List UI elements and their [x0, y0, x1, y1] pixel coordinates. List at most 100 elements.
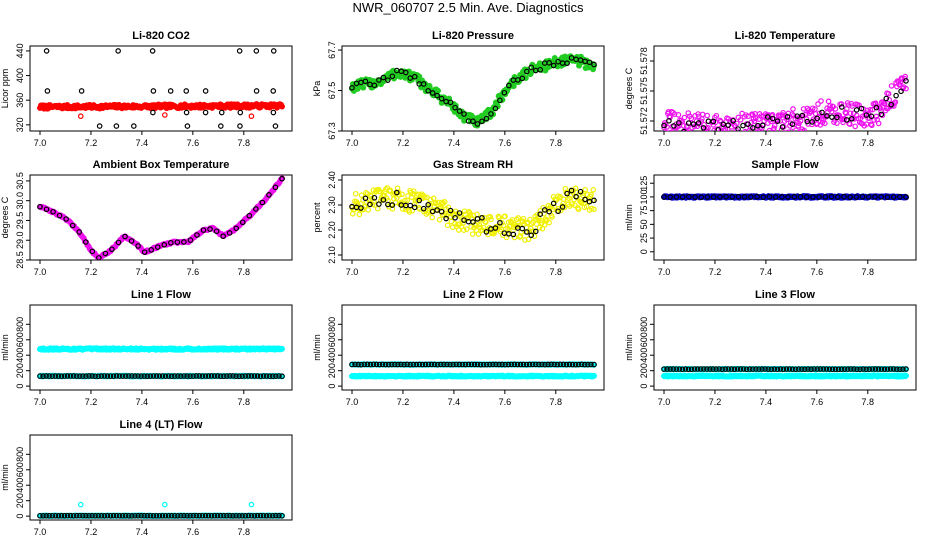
data-point [754, 129, 760, 131]
series-line1-averages [37, 373, 285, 380]
data-point [276, 512, 282, 519]
data-point [380, 74, 387, 81]
data-point [688, 133, 692, 137]
y-tick-label: 800 [639, 317, 649, 332]
data-point [734, 120, 740, 127]
data-point [848, 366, 854, 372]
y-tick-label: 67.7 [327, 41, 337, 59]
data-point [43, 512, 49, 519]
data-point [591, 206, 597, 213]
data-point [756, 366, 762, 372]
data-point [387, 187, 394, 194]
data-point [501, 89, 508, 96]
data-point [774, 118, 781, 124]
data-point [528, 64, 535, 71]
data-point [168, 373, 175, 380]
y-tick-label: 2.30 [327, 196, 337, 214]
data-point [479, 118, 485, 125]
data-point [205, 512, 212, 519]
data-point [246, 212, 253, 219]
data-point [58, 512, 65, 519]
data-point [752, 115, 759, 122]
data-point [792, 366, 799, 373]
data-point [55, 373, 62, 379]
data-point [358, 361, 364, 368]
y-tick-label: 28.5 [15, 251, 25, 269]
data-point [661, 366, 667, 372]
data-point [419, 361, 426, 368]
data-point [352, 190, 359, 197]
data-point [239, 373, 245, 379]
data-point [77, 373, 83, 379]
data-point [132, 512, 138, 519]
plot-frame [29, 434, 293, 521]
data-point [777, 366, 784, 372]
plot-area [661, 193, 909, 201]
data-point [208, 373, 215, 379]
data-point [96, 255, 102, 260]
data-point [872, 194, 878, 200]
data-point [789, 366, 796, 372]
data-point [199, 373, 206, 380]
data-point [181, 512, 187, 519]
data-point [829, 366, 836, 373]
y-tick-label: 0 [639, 249, 649, 254]
data-point [511, 234, 518, 241]
x-tick-label: 7.2 [85, 138, 98, 148]
data-point [551, 204, 558, 210]
data-point [376, 77, 382, 83]
y-tick-label: 30.0 [15, 192, 25, 210]
data-point [211, 512, 218, 519]
data-point [254, 512, 261, 519]
data-point [463, 226, 470, 232]
data-point [730, 117, 736, 124]
data-point [224, 512, 230, 519]
data-point [385, 361, 392, 368]
data-point [395, 361, 401, 368]
y-tick-label: 800 [15, 447, 25, 462]
data-point [184, 373, 190, 379]
data-point [183, 109, 190, 116]
data-point [362, 78, 369, 85]
data-point [200, 227, 207, 233]
x-tick-label: 7.4 [760, 397, 773, 407]
x-tick-label: 7.0 [658, 397, 671, 407]
data-point [892, 99, 899, 105]
data-point [847, 121, 853, 127]
data-point [878, 194, 884, 200]
data-point [444, 361, 450, 368]
data-point [259, 199, 266, 206]
data-point [591, 61, 597, 68]
data-point [126, 512, 132, 519]
data-point [546, 219, 552, 226]
data-point [791, 193, 798, 200]
y-tick-label: 29.0 [15, 231, 25, 249]
y-tick-label: 125 [639, 176, 649, 191]
x-tick-label: 7.8 [862, 138, 875, 148]
data-point [847, 194, 853, 200]
data-point [270, 48, 277, 54]
data-point [845, 366, 851, 372]
data-point [165, 512, 172, 519]
panel-title: Line 2 Flow [443, 289, 503, 301]
data-point [131, 123, 137, 129]
data-point [764, 114, 771, 120]
data-point [780, 366, 787, 373]
data-point [496, 361, 502, 368]
panel-title: Line 1 Flow [131, 289, 191, 301]
data-point [416, 197, 423, 204]
data-point [682, 128, 689, 131]
data-point [569, 361, 576, 368]
data-point [266, 373, 273, 380]
data-point [673, 194, 680, 200]
data-point [828, 193, 835, 200]
data-point [520, 361, 527, 368]
data-point [859, 193, 866, 200]
data-point [716, 366, 722, 372]
data-point [863, 366, 869, 373]
data-point [279, 373, 285, 380]
data-point [680, 128, 687, 131]
data-point [883, 95, 890, 102]
data-point [77, 113, 84, 120]
data-point [242, 373, 249, 379]
